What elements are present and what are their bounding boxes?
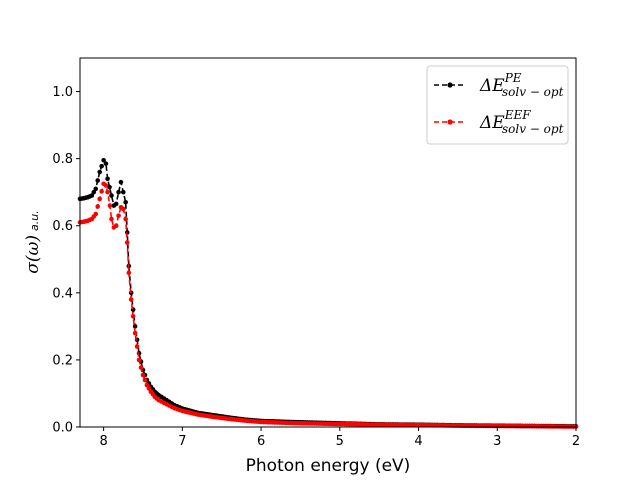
data-point-pe — [121, 189, 126, 195]
y-axis-label-sub: a.u. — [28, 210, 41, 231]
legend-label-pe-sub: solv − opt — [502, 85, 564, 99]
data-point-pe — [118, 179, 124, 185]
legend-label-pe-main: ΔE — [479, 76, 505, 96]
data-point-eef — [136, 357, 142, 363]
y-tick-label: 0.2 — [52, 353, 73, 368]
x-tick-label: 6 — [257, 434, 265, 449]
data-point-pe — [91, 189, 97, 195]
data-point-eef — [130, 314, 136, 319]
data-point-pe — [105, 176, 110, 182]
data-point-eef — [142, 377, 148, 383]
x-tick-label: 3 — [493, 434, 501, 449]
legend-entry-pe: ΔEPE solv − opt — [434, 71, 564, 99]
data-point-eef — [126, 270, 132, 275]
data-point-pe — [123, 199, 128, 205]
y-axis-label: σ(ω) a.u. — [23, 210, 43, 273]
y-tick-label: 1.0 — [52, 85, 73, 100]
data-point-pe — [109, 193, 114, 198]
data-point-pe — [97, 169, 102, 175]
legend-entry-eef: ΔEEEF solv − opt — [434, 108, 564, 136]
data-point-eef — [128, 297, 134, 302]
data-point-eef — [124, 240, 130, 245]
data-point-pe — [95, 178, 101, 183]
y-tick-label: 0.6 — [52, 219, 73, 234]
data-point-pe — [99, 163, 104, 169]
x-tick-label: 7 — [178, 434, 186, 449]
legend-label-eef-sup: EEF — [504, 108, 532, 122]
data-point-pe — [103, 161, 109, 166]
data-point-pe — [113, 201, 119, 207]
data-point-eef — [134, 344, 140, 349]
data-point-eef — [132, 330, 138, 336]
data-point-eef — [121, 206, 126, 212]
data-point-pe — [89, 193, 95, 198]
legend-label-pe: ΔEPE solv − opt — [479, 71, 564, 99]
y-axis-label-main: σ(ω) — [23, 235, 43, 274]
x-axis: 8 7 6 5 4 3 2 — [99, 427, 580, 449]
data-point-eef — [95, 204, 101, 209]
data-point-eef — [144, 382, 150, 388]
y-tick-label: 0.8 — [52, 152, 73, 167]
y-axis-label-group: σ(ω) a.u. — [23, 210, 43, 273]
data-point-eef — [123, 216, 128, 222]
x-tick-label: 5 — [336, 434, 344, 449]
data-point-pe — [107, 184, 112, 190]
data-point-eef — [103, 183, 109, 188]
legend: ΔEPE solv − opt ΔEEEF solv − opt — [426, 65, 569, 145]
legend-label-eef: ΔEEEF solv − opt — [479, 108, 564, 136]
data-point-pe — [116, 189, 121, 195]
axes-frame — [79, 57, 577, 428]
legend-label-eef-main: ΔE — [479, 113, 505, 133]
data-point-eef — [146, 386, 152, 391]
legend-marker-eef — [447, 119, 453, 125]
data-point-pe — [132, 324, 138, 329]
data-point-eef — [138, 365, 144, 370]
x-axis-label: Photon energy (eV) — [246, 456, 411, 476]
legend-marker-pe — [447, 82, 453, 88]
y-axis: 0.0 0.2 0.4 0.6 0.8 1.0 — [52, 85, 80, 436]
legend-label-pe-sup: PE — [504, 71, 522, 85]
data-point-eef — [105, 189, 110, 195]
data-point-eef — [140, 372, 146, 378]
data-point-eef — [99, 189, 104, 194]
legend-label-eef-sub: solv − opt — [502, 122, 564, 136]
data-point-eef — [107, 203, 113, 208]
data-point-eef — [109, 216, 114, 222]
x-tick-label: 8 — [99, 434, 107, 449]
data-point-pe — [93, 186, 99, 192]
y-tick-label: 0.4 — [52, 286, 73, 301]
x-tick-label: 4 — [414, 434, 422, 449]
data-point-eef — [97, 196, 102, 202]
data-point-eef — [116, 213, 121, 218]
data-point-eef — [93, 211, 99, 217]
x-tick-label: 2 — [572, 434, 580, 449]
data-point-eef — [113, 223, 119, 229]
data-point-pe — [101, 158, 106, 163]
y-tick-label: 0.0 — [52, 421, 73, 436]
plot-area — [77, 158, 579, 429]
